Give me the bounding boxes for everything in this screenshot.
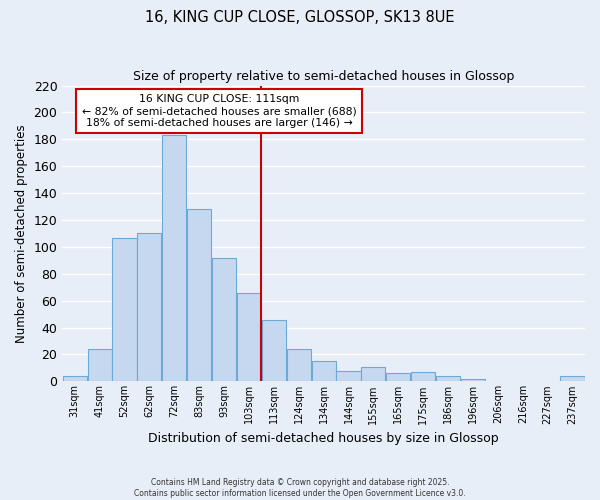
X-axis label: Distribution of semi-detached houses by size in Glossop: Distribution of semi-detached houses by … [148,432,499,445]
Bar [187,210,211,382]
Bar [212,258,236,382]
Text: Contains HM Land Registry data © Crown copyright and database right 2025.
Contai: Contains HM Land Registry data © Crown c… [134,478,466,498]
Bar [137,234,161,382]
Bar [112,238,137,382]
Bar [436,376,460,382]
Bar [411,372,435,382]
Bar [62,376,87,382]
Bar [237,292,261,382]
Text: 16, KING CUP CLOSE, GLOSSOP, SK13 8UE: 16, KING CUP CLOSE, GLOSSOP, SK13 8UE [145,10,455,25]
Bar [461,378,485,382]
Bar [88,349,112,382]
Bar [162,136,187,382]
Bar [560,376,584,382]
Bar [311,361,336,382]
Text: 16 KING CUP CLOSE: 111sqm
← 82% of semi-detached houses are smaller (688)
18% of: 16 KING CUP CLOSE: 111sqm ← 82% of semi-… [82,94,356,128]
Bar [262,320,286,382]
Bar [386,374,410,382]
Title: Size of property relative to semi-detached houses in Glossop: Size of property relative to semi-detach… [133,70,514,83]
Y-axis label: Number of semi-detached properties: Number of semi-detached properties [15,124,28,343]
Bar [337,370,361,382]
Bar [361,366,385,382]
Bar [287,349,311,382]
